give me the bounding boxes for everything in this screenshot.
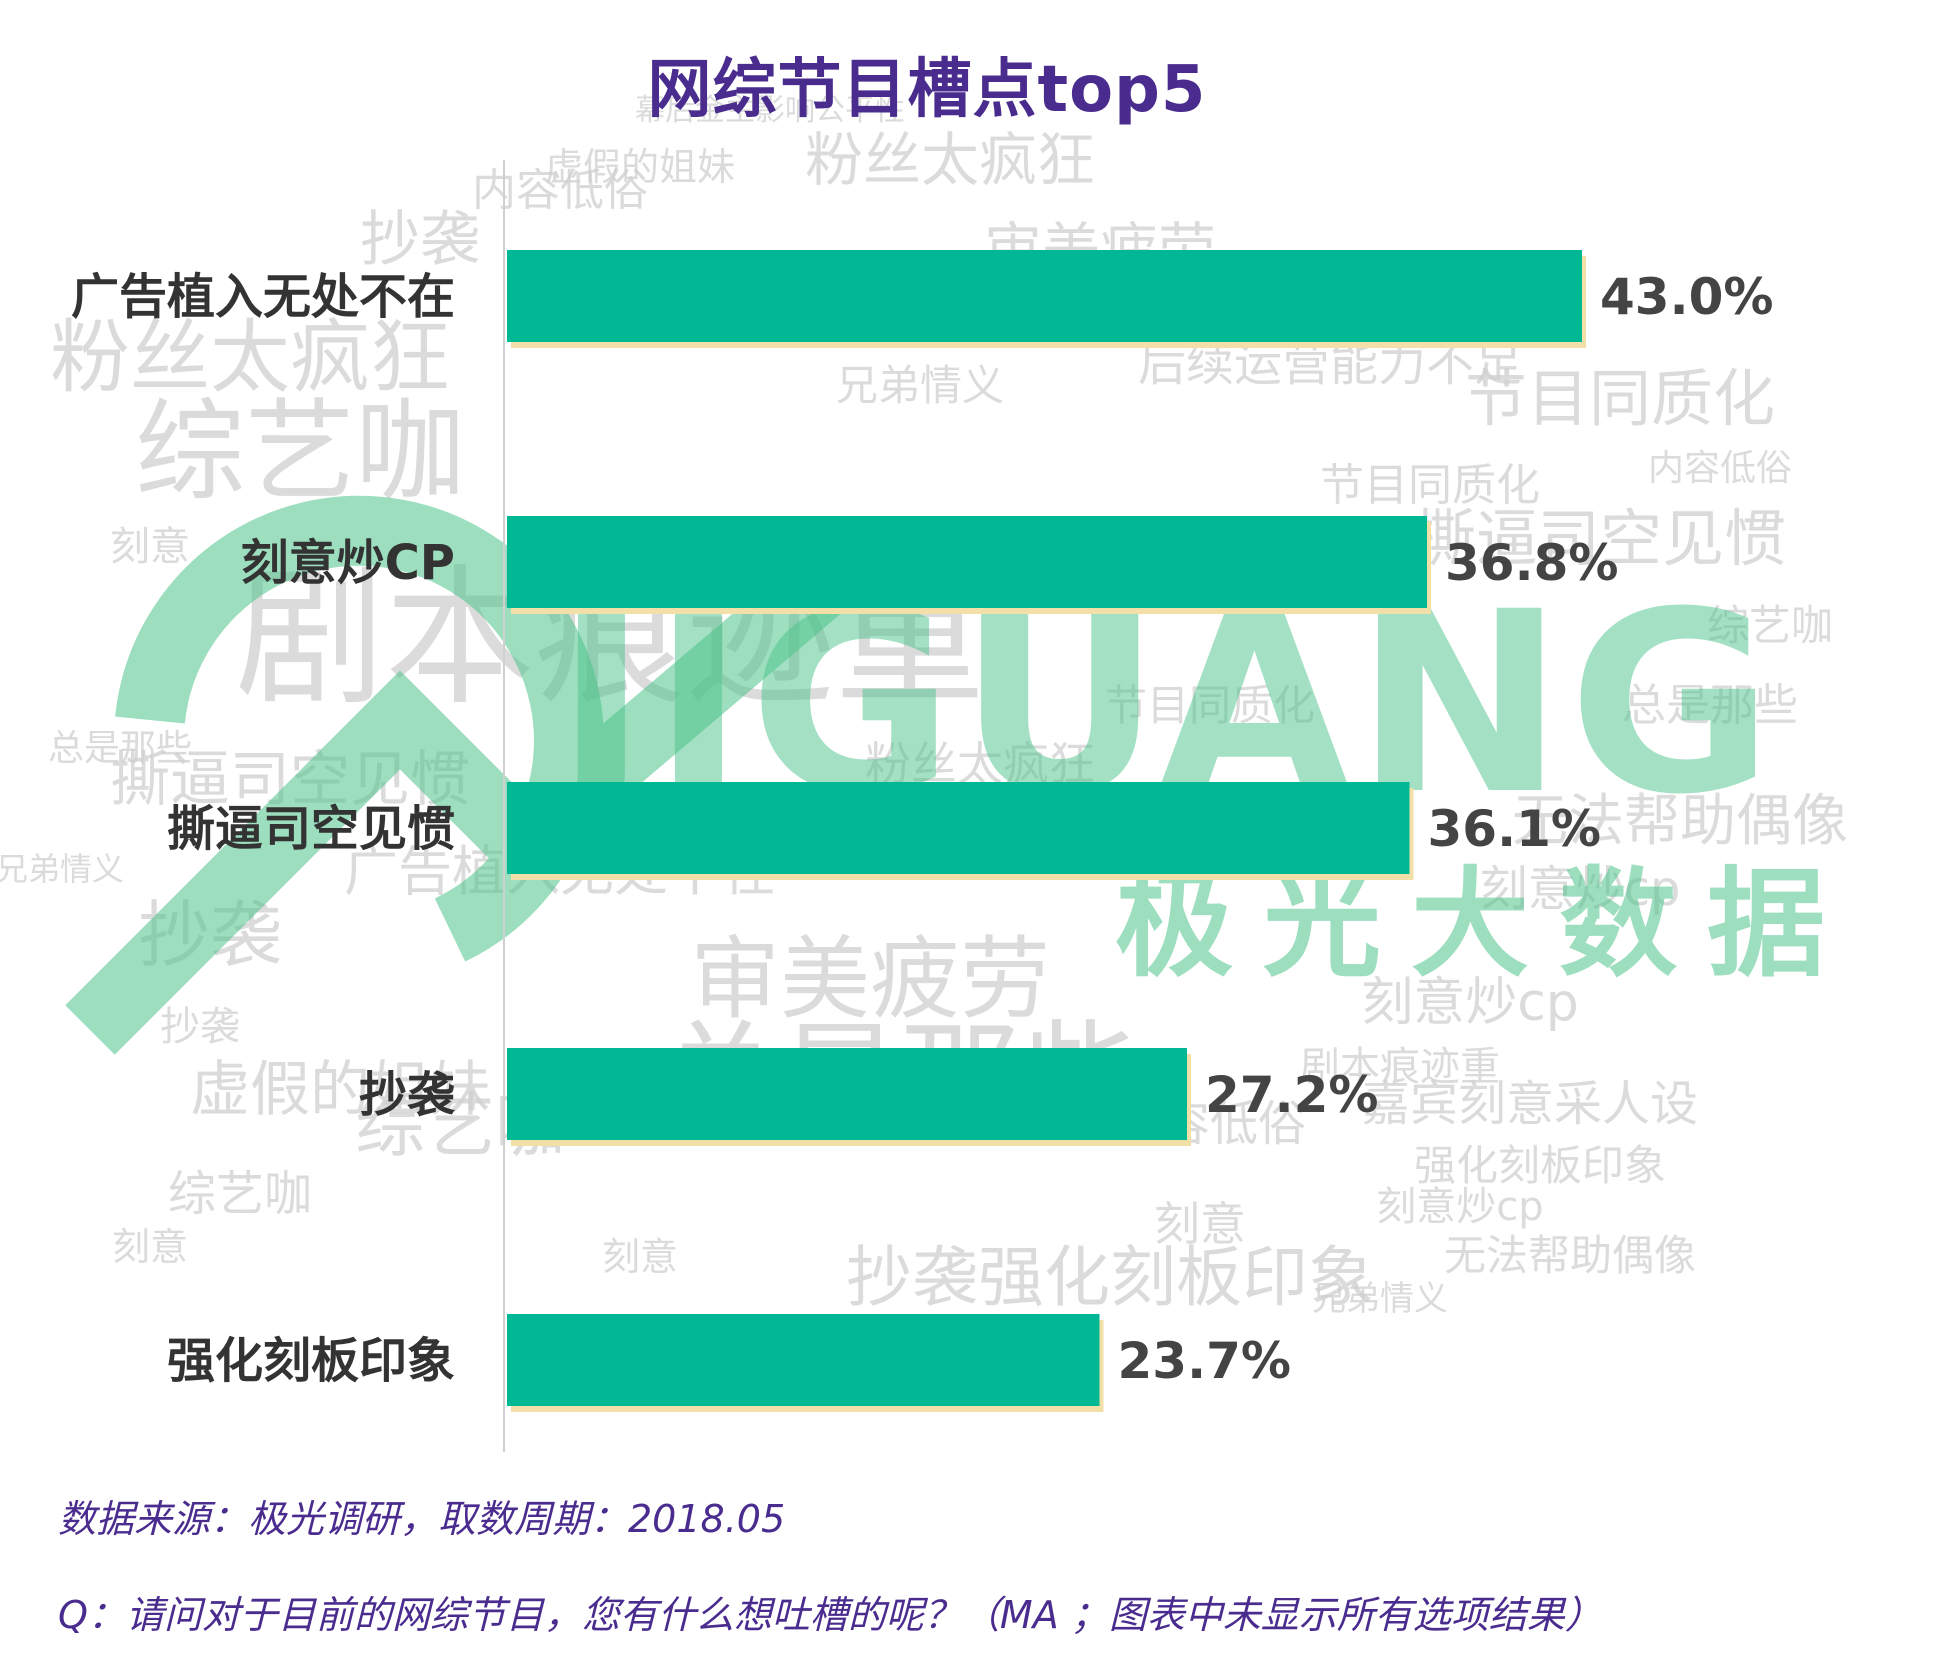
value-label-2: 36.1% [1428,800,1601,858]
value-label-1: 36.8% [1445,534,1618,592]
wordcloud-word: 刻意 [110,524,190,570]
wordcloud-word: 综艺咖 [168,1166,312,1222]
wordcloud-word: 节目同质化 [1465,362,1775,435]
chart-title: 网综节目槽点top5 [647,53,1207,127]
wordcloud-word: 撕逼司空见惯 [1414,502,1786,575]
wordcloud-word: 虚假的姐妹 [190,1055,490,1125]
wordcloud-word: 兄弟情义 [1312,1279,1448,1319]
wordcloud-word: 粉丝太疯狂 [50,311,450,404]
survey-question-note: Q：请问对于目前的网综节目，您有什么想吐槽的呢？（MA ；图表中未显示所有选项结… [58,1593,1603,1637]
wordcloud-word: 无法帮助偶像 [1444,1231,1696,1280]
wordcloud-word: 刻意炒cp [1480,861,1681,917]
wordcloud-word: 刻意 [112,1225,188,1269]
wordcloud-word: 节目同质化 [1105,681,1315,730]
category-label-2: 撕逼司空见惯 [167,801,455,857]
wordcloud-word: 总是那些 [1622,680,1798,731]
value-label-3: 27.2% [1205,1066,1378,1124]
wordcloud-word: 刻意 [602,1235,678,1279]
category-label-1: 刻意炒CP [241,535,455,591]
wordcloud-word: 抄袭强化刻板印象 [846,1239,1374,1316]
bar-group: 广告植入无处不在 43.0% 刻意炒CP 36.8% 撕逼司空见惯 36.1% 抄袭 27.2… [71,250,1773,1412]
wordcloud-word: 兄弟情义 [836,361,1004,410]
data-source-note: 数据来源：极光调研，取数周期：2018.05 [58,1497,786,1541]
bar-0 [507,250,1582,342]
wordcloud-word: 刻意炒cp [1376,1184,1543,1230]
wordcloud-word: 虚假的姐妹 [545,145,735,189]
wordcloud-word: 无法帮助偶像 [1512,789,1848,854]
wordcloud-word: 强化刻板印象 [1414,1141,1666,1190]
value-label-0: 43.0% [1600,268,1773,326]
wordcloud-word: 抄袭 [160,1004,240,1050]
wordcloud-word: 总是那些 [48,728,192,769]
wordcloud-word: 粉丝太疯狂 [805,126,1095,194]
value-label-4: 23.7% [1118,1332,1291,1390]
wordcloud-word: 综艺咖 [135,388,465,516]
category-label-4: 强化刻板印象 [167,1333,455,1389]
category-label-3: 抄袭 [359,1067,456,1123]
bar-3 [507,1048,1187,1140]
bar-2 [507,782,1410,874]
wordcloud-word: 兄弟情义 [0,850,124,888]
wordcloud-word: 嘉宾刻意采人设 [1362,1076,1698,1132]
wordcloud-word: 节目同质化 [1320,460,1540,511]
wordcloud-word: 内容低俗 [1648,448,1792,489]
wordcloud-word: 审美疲劳 [690,927,1050,1032]
wordcloud-word: 剧本痕迹重 [1300,1044,1500,1090]
wordcloud-word: 抄袭 [360,205,480,275]
wordcloud-word: 刻意炒cp [1361,973,1579,1033]
bar-1 [507,516,1427,608]
wordcloud-word: 综艺咖 [1707,601,1833,650]
wordcloud-word: 内容低俗 [472,165,648,216]
wordcloud-word: 刻意 [1154,1197,1246,1251]
category-label-0: 广告植入无处不在 [71,269,455,325]
chart-title-wrapper: 网综节目槽点top5 [0,38,1946,130]
bar-4 [507,1314,1100,1406]
wordcloud-word: 幕后金主影响公平性 [635,93,905,128]
